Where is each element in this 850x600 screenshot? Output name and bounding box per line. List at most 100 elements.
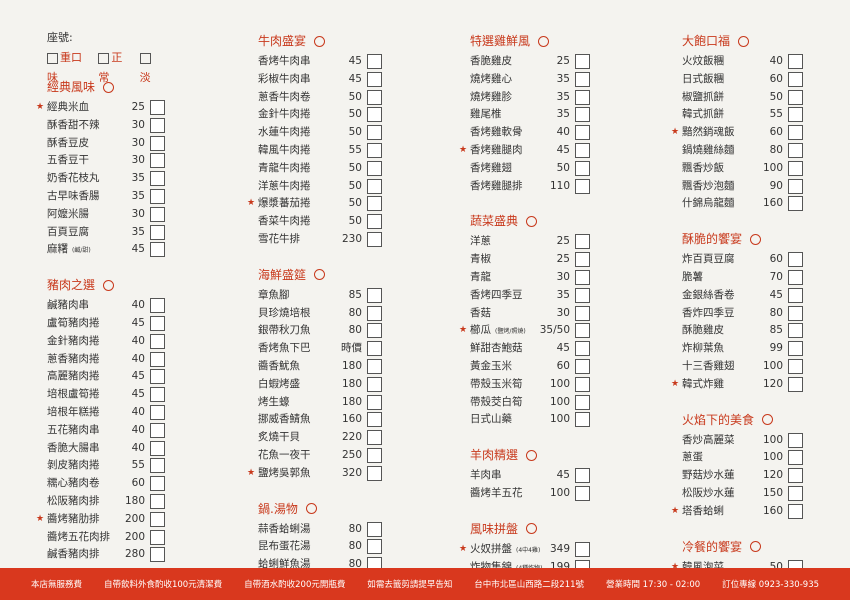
order-box[interactable] xyxy=(367,521,382,537)
order-box[interactable] xyxy=(575,412,590,428)
order-box[interactable] xyxy=(788,503,803,519)
order-box[interactable] xyxy=(575,305,590,321)
order-box[interactable] xyxy=(788,89,803,105)
order-box[interactable] xyxy=(367,430,382,446)
order-box[interactable] xyxy=(788,142,803,158)
order-box[interactable] xyxy=(788,160,803,176)
order-box[interactable] xyxy=(575,541,590,557)
order-box[interactable] xyxy=(150,135,165,151)
order-box[interactable] xyxy=(150,351,165,367)
order-box[interactable] xyxy=(150,224,165,240)
taste-option[interactable]: 淡 xyxy=(139,48,167,84)
order-box[interactable] xyxy=(575,323,590,339)
order-box[interactable] xyxy=(788,54,803,69)
order-box[interactable] xyxy=(150,476,165,492)
order-box[interactable] xyxy=(150,493,165,509)
order-box[interactable] xyxy=(150,440,165,456)
order-box[interactable] xyxy=(367,412,382,428)
order-box[interactable] xyxy=(367,214,382,230)
order-box[interactable] xyxy=(367,394,382,410)
checkbox[interactable] xyxy=(139,52,151,64)
order-box[interactable] xyxy=(788,323,803,339)
order-box[interactable] xyxy=(150,100,165,115)
order-box[interactable] xyxy=(575,142,590,158)
order-box[interactable] xyxy=(150,547,165,563)
order-box[interactable] xyxy=(367,358,382,374)
order-box[interactable] xyxy=(150,315,165,331)
order-box[interactable] xyxy=(788,468,803,484)
order-box[interactable] xyxy=(367,323,382,339)
order-box[interactable] xyxy=(367,178,382,194)
order-box[interactable] xyxy=(575,160,590,176)
order-box[interactable] xyxy=(575,269,590,285)
order-box[interactable] xyxy=(367,160,382,176)
order-box[interactable] xyxy=(150,117,165,133)
order-box[interactable] xyxy=(150,153,165,169)
order-box[interactable] xyxy=(367,231,382,247)
taste-option[interactable]: 正常 xyxy=(98,48,135,84)
order-box[interactable] xyxy=(788,305,803,321)
order-box[interactable] xyxy=(150,404,165,420)
order-box[interactable] xyxy=(788,125,803,141)
checkbox[interactable] xyxy=(47,52,58,64)
order-box[interactable] xyxy=(150,458,165,474)
order-box[interactable] xyxy=(788,196,803,212)
order-box[interactable] xyxy=(788,341,803,357)
checkbox[interactable] xyxy=(98,52,110,64)
order-box[interactable] xyxy=(367,125,382,141)
order-box[interactable] xyxy=(367,89,382,105)
order-box[interactable] xyxy=(150,242,165,258)
order-box[interactable] xyxy=(575,89,590,105)
order-box[interactable] xyxy=(150,171,165,187)
order-box[interactable] xyxy=(367,465,382,481)
order-box[interactable] xyxy=(788,252,803,268)
item-name: 脆薯 xyxy=(682,270,703,283)
order-box[interactable] xyxy=(788,287,803,303)
order-box[interactable] xyxy=(150,369,165,385)
order-box[interactable] xyxy=(150,422,165,438)
order-box[interactable] xyxy=(788,450,803,466)
order-box[interactable] xyxy=(788,71,803,87)
order-box[interactable] xyxy=(150,511,165,527)
order-box[interactable] xyxy=(575,107,590,123)
order-box[interactable] xyxy=(575,485,590,501)
order-box[interactable] xyxy=(150,529,165,545)
order-box[interactable] xyxy=(150,188,165,204)
order-box[interactable] xyxy=(575,54,590,69)
order-box[interactable] xyxy=(367,305,382,321)
order-box[interactable] xyxy=(150,206,165,222)
order-box[interactable] xyxy=(575,468,590,484)
menu-item: 鹹豬肉串 40 xyxy=(47,297,167,315)
order-box[interactable] xyxy=(575,234,590,250)
order-box[interactable] xyxy=(575,376,590,392)
order-box[interactable] xyxy=(367,447,382,463)
order-box[interactable] xyxy=(575,125,590,141)
order-box[interactable] xyxy=(788,485,803,501)
order-box[interactable] xyxy=(788,269,803,285)
order-box[interactable] xyxy=(575,394,590,410)
order-box[interactable] xyxy=(367,107,382,123)
order-box[interactable] xyxy=(150,333,165,349)
order-box[interactable] xyxy=(575,178,590,194)
order-box[interactable] xyxy=(367,71,382,87)
order-box[interactable] xyxy=(367,376,382,392)
order-box[interactable] xyxy=(150,298,165,314)
order-box[interactable] xyxy=(575,341,590,357)
taste-option[interactable]: 重口味 xyxy=(47,48,94,84)
order-box[interactable] xyxy=(150,387,165,403)
order-box[interactable] xyxy=(367,54,382,69)
order-box[interactable] xyxy=(788,107,803,123)
order-box[interactable] xyxy=(575,71,590,87)
order-box[interactable] xyxy=(575,358,590,374)
order-box[interactable] xyxy=(788,178,803,194)
order-box[interactable] xyxy=(788,376,803,392)
order-box[interactable] xyxy=(367,539,382,555)
order-box[interactable] xyxy=(788,358,803,374)
order-box[interactable] xyxy=(575,287,590,303)
order-box[interactable] xyxy=(367,142,382,158)
order-box[interactable] xyxy=(367,196,382,212)
order-box[interactable] xyxy=(367,287,382,303)
order-box[interactable] xyxy=(367,341,382,357)
order-box[interactable] xyxy=(788,432,803,448)
order-box[interactable] xyxy=(575,252,590,268)
